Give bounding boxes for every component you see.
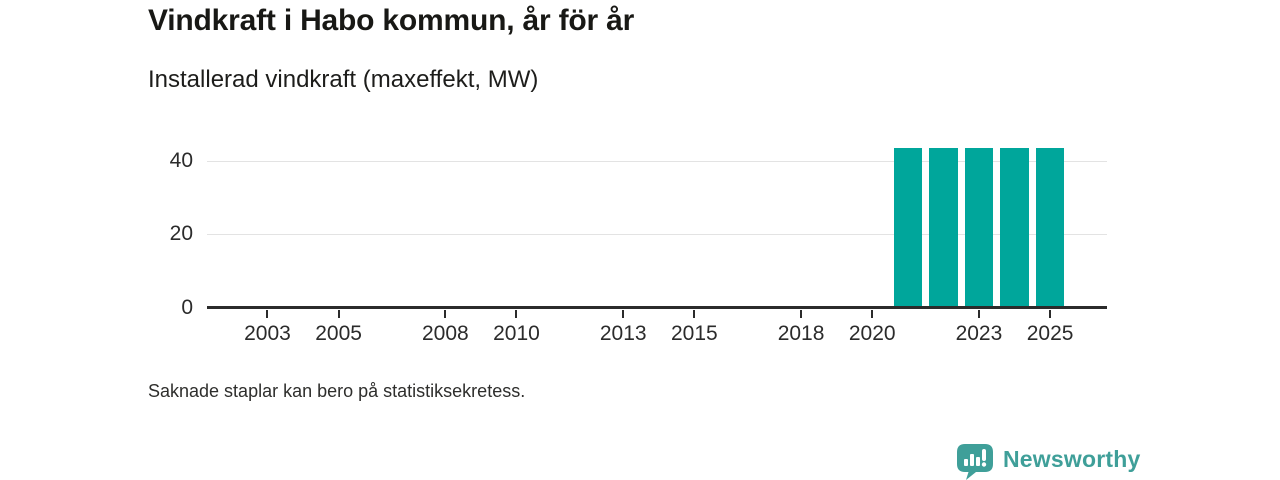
page-title: Vindkraft i Habo kommun, år för år xyxy=(148,4,635,37)
bar-2022 xyxy=(929,148,958,308)
x-tick-2020 xyxy=(871,310,874,318)
plot-area: 0 20 40 2003 2005 2008 2010 2013 2015 2018 2020 202… xyxy=(170,140,1107,345)
x-tick-2018 xyxy=(800,310,803,318)
x-tick-label-2023: 2023 xyxy=(955,322,1003,345)
x-tick-label-2015: 2015 xyxy=(670,322,718,345)
x-tick-label-2010: 2010 xyxy=(493,322,540,345)
x-tick-2003 xyxy=(266,310,269,318)
x-tick-2005 xyxy=(337,310,340,318)
x-tick-2025 xyxy=(1049,310,1052,318)
newsworthy-logo-text: Newsworthy xyxy=(1003,446,1141,472)
x-tick-label-2013: 2013 xyxy=(599,322,647,345)
x-tick-label-2005: 2005 xyxy=(315,322,362,345)
bar-2023 xyxy=(964,148,994,308)
x-tick-2013 xyxy=(622,310,625,318)
x-axis-line xyxy=(207,306,1107,309)
chart-subtitle: Installerad vindkraft (maxeffekt, MW) xyxy=(148,66,539,93)
gridline-20 xyxy=(207,234,1107,236)
y-tick-label-20: 20 xyxy=(169,222,193,246)
newsworthy-logo[interactable]: Newsworthy xyxy=(956,443,1140,480)
x-tick-2010 xyxy=(515,310,518,318)
bar-2024 xyxy=(1000,148,1029,308)
x-tick-label-2025: 2025 xyxy=(1026,322,1074,345)
y-tick-label-0: 0 xyxy=(181,296,193,319)
x-tick-label-2008: 2008 xyxy=(421,322,469,345)
gridline-40 xyxy=(207,160,1107,162)
y-tick-label-40: 40 xyxy=(169,148,193,172)
bar-2025 xyxy=(1035,148,1065,308)
x-tick-label-2020: 2020 xyxy=(848,322,896,345)
newsworthy-logo-icon xyxy=(957,444,993,480)
x-tick-2015 xyxy=(693,310,696,318)
bar-2021 xyxy=(893,148,922,308)
x-tick-label-2018: 2018 xyxy=(777,322,825,345)
x-tick-2008 xyxy=(444,310,447,318)
x-tick-label-2003: 2003 xyxy=(244,322,291,345)
x-tick-2023 xyxy=(977,310,980,318)
footnote: Saknade staplar kan bero på statistiksek… xyxy=(148,381,526,401)
